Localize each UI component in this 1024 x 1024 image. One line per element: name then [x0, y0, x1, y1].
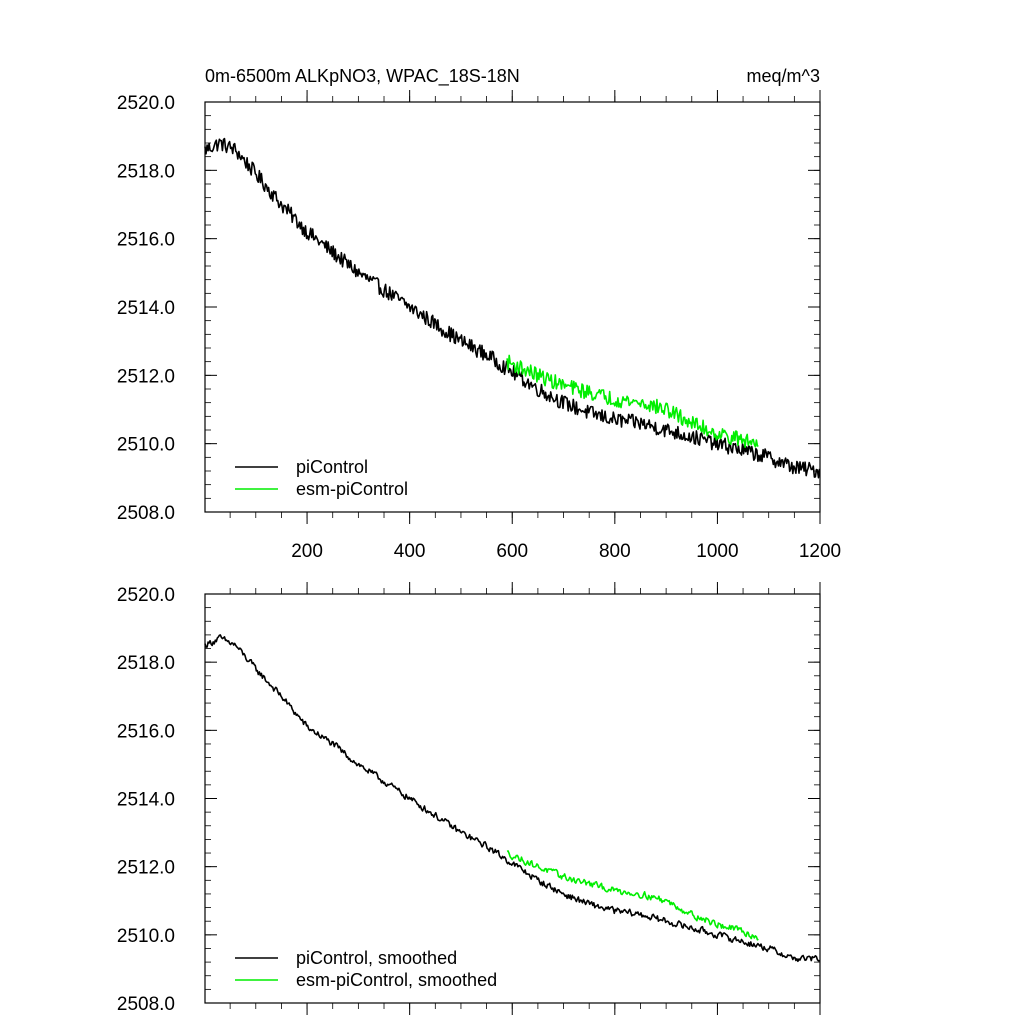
- x-tick-label: 200: [291, 541, 323, 562]
- y-tick-label: 2514.0: [117, 298, 175, 319]
- y-tick-label: 2508.0: [117, 994, 175, 1015]
- series-line-picontrol-smoothed: [204, 634, 820, 963]
- y-tick-label: 2520.0: [117, 585, 175, 606]
- y-tick-label: 2518.0: [117, 653, 175, 674]
- plot-frame: [204, 593, 821, 1004]
- chart-units: meq/m^3: [747, 66, 820, 86]
- x-tick-label: 800: [599, 541, 631, 562]
- legend-label: esm-piControl, smoothed: [296, 970, 497, 990]
- x-tick-label: 1000: [696, 541, 738, 562]
- y-tick-label: 2508.0: [117, 503, 175, 524]
- y-tick-label: 2510.0: [117, 926, 175, 947]
- x-tick-label: 400: [394, 541, 426, 562]
- y-tick-label: 2512.0: [117, 366, 175, 387]
- top-chart-panel: 0m-6500m ALKpNO3, WPAC_18S-18N meq/m^3 2…: [117, 66, 841, 562]
- series-line-esm-picontrol: [506, 354, 759, 449]
- y-tick-label: 2518.0: [117, 161, 175, 182]
- y-tick-label: 2514.0: [117, 790, 175, 811]
- x-tick-label: 1200: [799, 541, 841, 562]
- legend-label: piControl: [296, 457, 368, 477]
- legend-label: esm-piControl: [296, 479, 408, 499]
- y-tick-label: 2510.0: [117, 435, 175, 456]
- chart-title: 0m-6500m ALKpNO3, WPAC_18S-18N: [205, 66, 520, 87]
- x-tick-label: 600: [496, 541, 528, 562]
- legend-label: piControl, smoothed: [296, 948, 457, 968]
- y-tick-label: 2520.0: [117, 93, 175, 114]
- series-line-esm-picontrol-smoothed: [506, 850, 759, 941]
- y-tick-label: 2516.0: [117, 721, 175, 742]
- y-tick-label: 2512.0: [117, 858, 175, 879]
- series-line-picontrol: [204, 137, 821, 479]
- bottom-chart-panel: 2508.0 2510.0 2512.0 2514.0 2516.0 2518.0 2520…: [117, 582, 821, 1015]
- y-tick-label: 2516.0: [117, 230, 175, 251]
